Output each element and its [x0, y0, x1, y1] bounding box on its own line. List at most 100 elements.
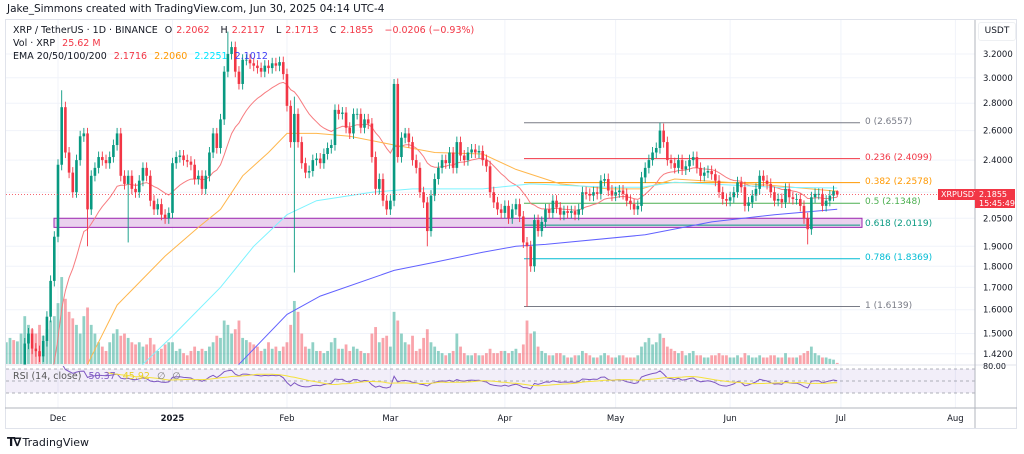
candle-body	[739, 182, 743, 188]
volume-bar	[315, 350, 318, 364]
candle-body	[496, 202, 499, 210]
volume-bar	[115, 329, 119, 364]
volume-bar	[677, 353, 680, 364]
volume-legend[interactable]: Vol · XRP 25.62 M	[13, 38, 105, 49]
volume-bar	[163, 344, 167, 364]
volume-bar	[300, 333, 304, 364]
ema20-value: 2.1716	[113, 51, 148, 62]
volume-bar	[566, 357, 570, 364]
volume-bar	[363, 353, 366, 364]
candle-body	[396, 83, 400, 158]
candle-body	[599, 180, 603, 194]
candle-body	[38, 351, 41, 357]
volume-bar	[632, 357, 636, 364]
time-tick-label: Feb	[279, 414, 294, 424]
volume-bar	[440, 353, 444, 364]
volume-bars	[6, 277, 839, 364]
volume-bar	[237, 320, 241, 364]
ohlc-close: C 2.1855	[329, 25, 374, 36]
time-tick-label: Dec	[50, 414, 67, 424]
candle-body	[581, 192, 584, 210]
candle-body	[824, 200, 828, 206]
tradingview-logo[interactable]: T∇ TradingView	[7, 435, 89, 449]
fib-level-label: 0.236 (2.4099)	[865, 152, 933, 163]
volume-bar	[691, 350, 695, 364]
volume-bar	[86, 307, 89, 364]
volume-bar	[658, 333, 662, 364]
volume-bar	[71, 318, 75, 364]
volume-bar	[710, 355, 714, 364]
fib-level-label: 0.786 (1.8369)	[865, 252, 933, 263]
candle-body	[337, 109, 340, 114]
volume-bar	[270, 348, 274, 364]
candle-body	[544, 209, 547, 222]
volume-bar	[193, 346, 197, 364]
volume-bar	[754, 357, 758, 364]
volume-bar	[544, 353, 547, 364]
volume-bar	[784, 353, 787, 364]
volume-bar	[603, 353, 606, 364]
volume-bar	[219, 337, 222, 364]
time-tick-label: Jun	[722, 414, 736, 424]
volume-bar	[569, 357, 573, 364]
volume-bar	[499, 350, 503, 364]
price-tick-label: 2.8000	[983, 99, 1013, 109]
candle-body	[654, 147, 658, 153]
volume-bar	[688, 353, 691, 364]
fib-level-label: 0.618 (2.0119)	[865, 219, 933, 230]
fibonacci-retracement[interactable]	[524, 122, 860, 308]
candle-body	[477, 150, 481, 153]
candle-body	[245, 59, 248, 61]
ema20-line	[53, 81, 838, 365]
currency-button[interactable]: USDT	[978, 22, 1016, 41]
support-zone-box	[53, 217, 863, 228]
volume-bar	[651, 344, 654, 364]
candle-body	[200, 175, 204, 189]
candle-body	[433, 179, 436, 196]
candle-body	[248, 59, 252, 64]
candle-body	[363, 119, 366, 128]
candle-body	[370, 123, 374, 158]
candle-body	[488, 166, 492, 193]
candle-body	[411, 142, 414, 161]
volume-bar	[222, 320, 226, 364]
candle-body	[293, 113, 296, 143]
candle-body	[618, 190, 621, 193]
price-tick-label: 3.0000	[983, 74, 1013, 84]
volume-bar	[809, 346, 813, 364]
candle-body	[259, 68, 263, 72]
candle-body	[296, 113, 300, 143]
candle-body	[403, 133, 407, 138]
candle-body	[695, 157, 699, 168]
volume-bar	[344, 344, 348, 364]
candle-body	[189, 161, 193, 165]
candle-body	[669, 160, 673, 164]
volume-bar	[817, 355, 821, 364]
candle-body	[595, 192, 599, 194]
candle-body	[307, 171, 311, 173]
candle-body	[470, 149, 473, 153]
volume-bar	[828, 358, 832, 364]
bar-countdown: 15:45:49	[979, 199, 1015, 208]
volume-bar	[296, 311, 300, 364]
volume-bar	[488, 348, 492, 364]
volume-bar	[274, 346, 278, 364]
volume-bar	[444, 355, 448, 364]
volume-bar	[536, 346, 540, 364]
volume-bar	[669, 348, 673, 364]
candle-body	[163, 214, 167, 219]
rsi-legend[interactable]: RSI (14, close) 50.37 45.92 ∅ ∅	[13, 371, 185, 382]
volume-bar	[82, 316, 86, 364]
time-tick-label: Aug	[947, 414, 964, 424]
candle-body	[233, 47, 237, 72]
support-zone[interactable]	[53, 217, 863, 228]
candle-body	[97, 157, 100, 168]
ema50-value: 2.2060	[154, 51, 188, 62]
ema-legend[interactable]: EMA 20/50/100/200 2.1716 2.2060 2.2251 2…	[13, 51, 272, 62]
volume-bar	[289, 324, 293, 364]
volume-value: 25.62 M	[62, 38, 101, 49]
volume-bar	[326, 350, 329, 364]
candle-body	[344, 112, 348, 128]
